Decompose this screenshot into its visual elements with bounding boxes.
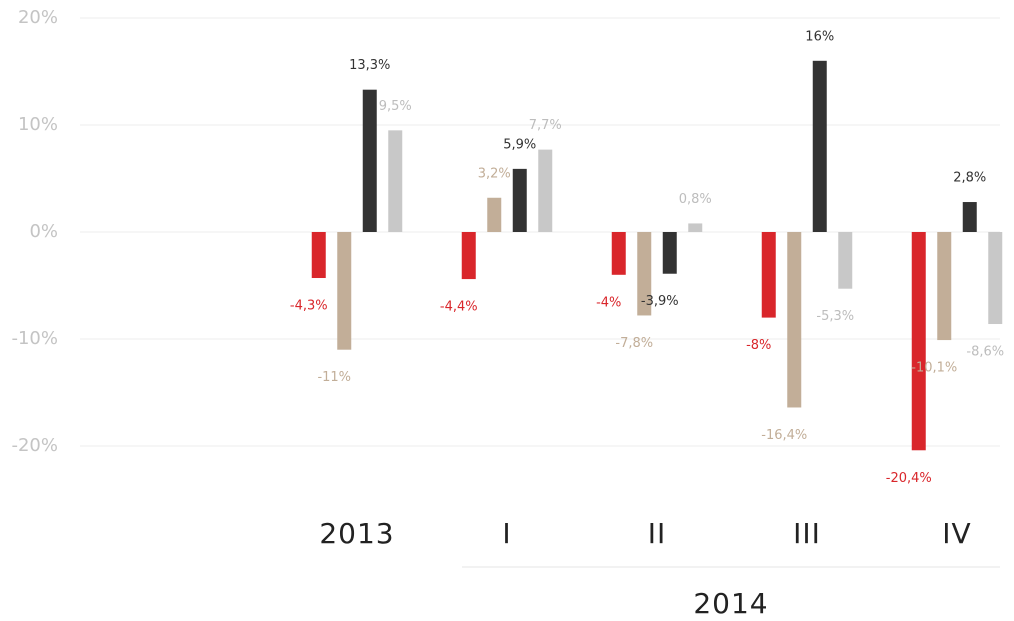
value-label: 5,9% — [503, 137, 536, 152]
bar — [688, 223, 703, 232]
bar — [812, 60, 827, 232]
bar — [388, 130, 403, 232]
value-label: -20,4% — [886, 471, 932, 486]
bar — [988, 232, 1003, 325]
x-tick-label: 2013 — [319, 517, 394, 550]
value-label: -8,6% — [966, 345, 1004, 360]
bar — [311, 232, 326, 279]
x-tick-label: III — [793, 517, 821, 550]
x-tick-label: II — [648, 517, 667, 550]
value-label: -4,4% — [440, 300, 478, 315]
bar — [461, 232, 476, 280]
y-tick-label: 10% — [18, 114, 58, 135]
value-label: 13,3% — [349, 58, 390, 73]
bar — [538, 149, 553, 232]
bar — [611, 232, 626, 275]
value-label: -4% — [596, 295, 621, 310]
bar — [937, 232, 952, 341]
y-tick-label: 20% — [18, 7, 58, 28]
bar — [637, 232, 652, 316]
value-label: 2,8% — [953, 171, 986, 186]
bar — [487, 197, 502, 232]
bar — [761, 232, 776, 318]
value-label: 9,5% — [379, 99, 412, 114]
bar — [962, 202, 977, 232]
x-tick-label: I — [502, 517, 511, 550]
value-label: -7,8% — [615, 336, 653, 351]
bar — [362, 89, 377, 232]
x-tick-label: IV — [942, 517, 971, 550]
bar — [662, 232, 677, 274]
y-tick-label: 0% — [29, 221, 58, 242]
value-label: -4,3% — [290, 299, 328, 314]
value-label: 3,2% — [478, 166, 511, 181]
y-tick-label: -10% — [11, 328, 58, 349]
bar — [911, 232, 926, 451]
value-label: -16,4% — [761, 428, 807, 443]
value-label: -10,1% — [911, 361, 957, 376]
group-label: 2014 — [693, 587, 768, 620]
value-label: -3,9% — [641, 294, 679, 309]
bar — [787, 232, 802, 408]
bar — [337, 232, 352, 350]
value-label: -5,3% — [816, 309, 854, 324]
value-label: 16% — [805, 29, 834, 44]
value-label: -8% — [746, 338, 771, 353]
y-tick-label: -20% — [11, 435, 58, 456]
value-label: 0,8% — [679, 192, 712, 207]
bar — [838, 232, 853, 289]
value-label: 7,7% — [529, 118, 562, 133]
value-label: -11% — [317, 370, 351, 385]
bar — [512, 168, 527, 232]
